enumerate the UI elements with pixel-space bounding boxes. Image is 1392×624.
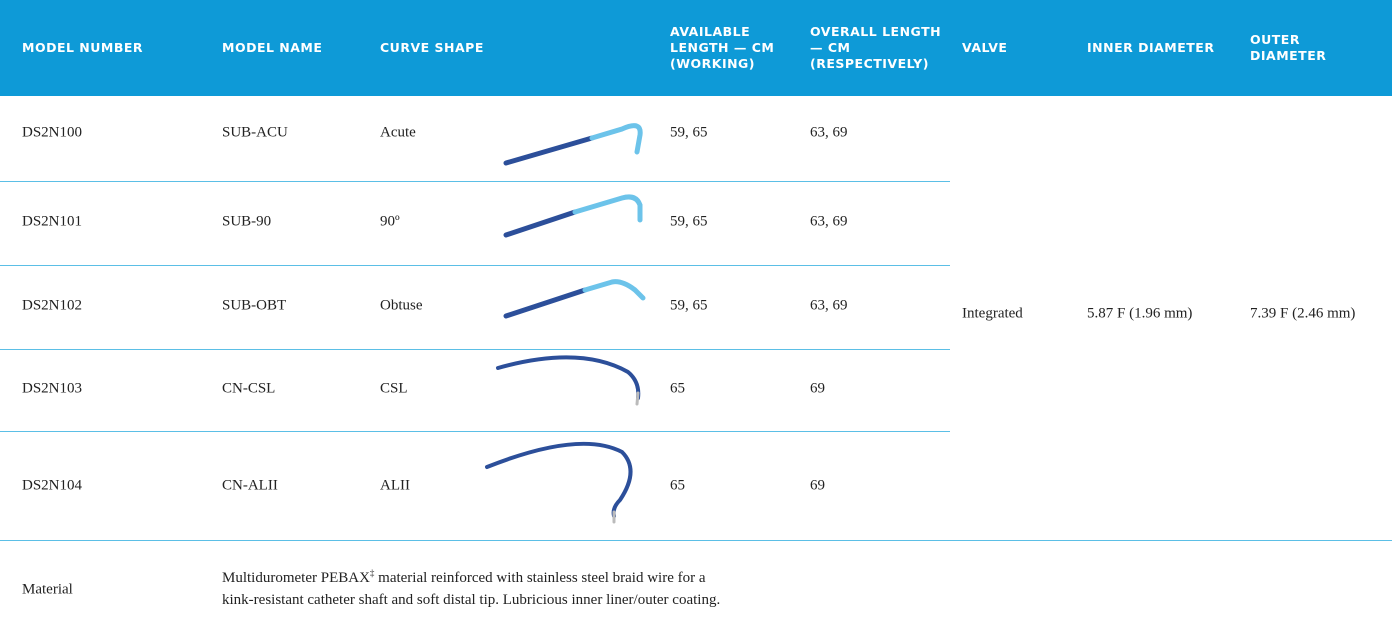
superscript: ‡ bbox=[369, 568, 375, 578]
cell: CN-ALII bbox=[222, 477, 278, 494]
column-header: CURVE SHAPE bbox=[380, 40, 484, 55]
catheter bbox=[582, 279, 646, 301]
column-header: AVAILABLE LENGTH — CM (WORKING) bbox=[670, 24, 775, 71]
material-label: Material bbox=[22, 581, 73, 598]
cell: 90º bbox=[380, 213, 400, 230]
cell: DS2N100 bbox=[22, 124, 83, 141]
column-header: MODEL NAME bbox=[222, 40, 323, 55]
cell: 59, 65 bbox=[670, 213, 708, 230]
cell: 63, 69 bbox=[810, 213, 848, 230]
material-description: Multidurometer PEBAX‡ material reinforce… bbox=[222, 562, 720, 611]
catheter bbox=[503, 287, 588, 319]
cell: 69 bbox=[810, 380, 825, 397]
cell: 7.39 F (2.46 mm) bbox=[1250, 305, 1356, 322]
cell: DS2N103 bbox=[22, 380, 83, 397]
cell: Integrated bbox=[962, 305, 1023, 322]
cell: 59, 65 bbox=[670, 297, 708, 314]
cell: 69 bbox=[810, 477, 825, 494]
column-header: INNER DIAMETER bbox=[1087, 40, 1215, 55]
catheter bbox=[503, 135, 595, 166]
column-header: MODEL NUMBER bbox=[22, 40, 144, 55]
cell: SUB-90 bbox=[222, 213, 272, 230]
column-header: VALVE bbox=[962, 40, 1008, 55]
cell: 59, 65 bbox=[670, 124, 708, 141]
catheter bbox=[485, 441, 633, 518]
row-divider bbox=[0, 431, 950, 432]
cell: SUB-OBT bbox=[222, 297, 287, 314]
catheter bbox=[503, 209, 578, 238]
cell: ALII bbox=[380, 477, 410, 494]
row-divider bbox=[0, 181, 950, 182]
text: Multidurometer PEBAX bbox=[222, 570, 370, 586]
cell: 65 bbox=[670, 380, 685, 397]
catheter bbox=[572, 194, 643, 223]
row-divider bbox=[0, 540, 1392, 541]
cell: 63, 69 bbox=[810, 297, 848, 314]
header-band bbox=[0, 0, 1392, 96]
cell: CN-CSL bbox=[222, 380, 276, 397]
text: kink-resistant catheter shaft and soft d… bbox=[222, 592, 721, 608]
cell: 63, 69 bbox=[810, 124, 848, 141]
cell: 65 bbox=[670, 477, 685, 494]
column-header: OUTER DIAMETER bbox=[1250, 32, 1327, 63]
cell: Obtuse bbox=[380, 297, 423, 314]
cell: CSL bbox=[380, 380, 408, 397]
text: material reinforced with stainless steel… bbox=[374, 570, 706, 586]
row-divider bbox=[0, 349, 950, 350]
catheter bbox=[589, 123, 643, 155]
cell: Acute bbox=[380, 124, 416, 141]
cell: 5.87 F (1.96 mm) bbox=[1087, 305, 1193, 322]
catheter bbox=[635, 391, 640, 406]
cell: DS2N101 bbox=[22, 213, 83, 230]
column-header: OVERALL LENGTH — CM (RESPECTIVELY) bbox=[810, 24, 942, 71]
catheter bbox=[496, 355, 641, 400]
cell: SUB-ACU bbox=[222, 124, 288, 141]
cell: DS2N102 bbox=[22, 297, 83, 314]
cell: DS2N104 bbox=[22, 477, 83, 494]
row-divider bbox=[0, 265, 950, 266]
